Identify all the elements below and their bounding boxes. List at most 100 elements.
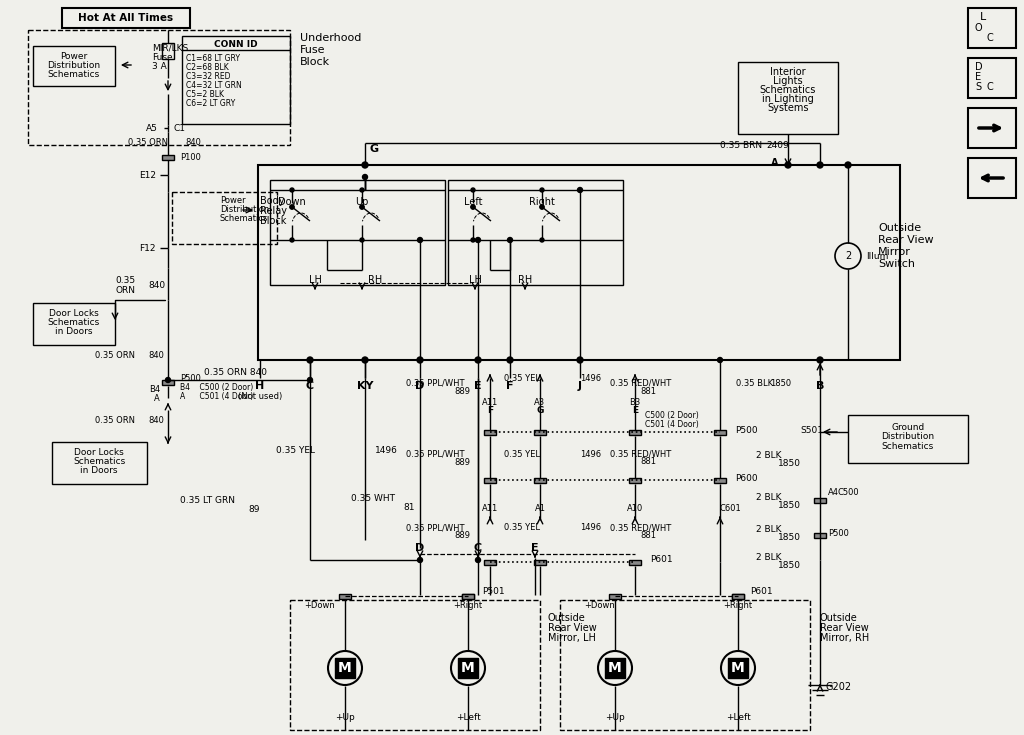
Text: Schematics: Schematics <box>73 456 125 465</box>
Bar <box>270 180 445 285</box>
Circle shape <box>417 357 423 363</box>
Bar <box>629 478 641 482</box>
Text: O: O <box>974 23 982 33</box>
Circle shape <box>360 205 364 209</box>
Text: in Doors: in Doors <box>55 326 93 335</box>
Bar <box>462 593 474 598</box>
Text: Outside: Outside <box>548 613 586 623</box>
Text: C: C <box>474 543 482 553</box>
Circle shape <box>418 237 423 243</box>
Text: 0.35 RED/WHT: 0.35 RED/WHT <box>610 379 672 387</box>
Text: in Doors: in Doors <box>80 465 118 475</box>
Circle shape <box>360 238 364 242</box>
Text: Mirror: Mirror <box>878 247 911 257</box>
Text: A: A <box>155 393 160 403</box>
Text: 1850: 1850 <box>770 379 792 387</box>
Bar <box>172 192 278 244</box>
Bar <box>162 43 174 59</box>
Text: C601: C601 <box>720 503 741 512</box>
Bar <box>62 8 190 28</box>
Bar <box>728 658 748 678</box>
Text: B4    C500 (2 Door): B4 C500 (2 Door) <box>180 382 253 392</box>
Text: 0.35 ORN 840: 0.35 ORN 840 <box>204 368 266 376</box>
Bar <box>28 30 290 145</box>
Text: 0.35 LT GRN: 0.35 LT GRN <box>180 495 234 504</box>
Bar <box>33 303 115 345</box>
Text: Left: Left <box>464 197 482 207</box>
Text: 889: 889 <box>454 387 470 395</box>
Text: 889: 889 <box>454 457 470 467</box>
Text: A1: A1 <box>535 503 546 512</box>
Text: 1850: 1850 <box>778 501 801 509</box>
Text: 81: 81 <box>403 503 415 512</box>
Text: A11: A11 <box>482 398 498 406</box>
Text: 0.35 WHT: 0.35 WHT <box>351 493 395 503</box>
Bar <box>449 180 623 285</box>
Text: Fuse: Fuse <box>300 45 326 55</box>
Text: 2 BLK: 2 BLK <box>756 553 781 562</box>
Text: L: L <box>980 12 986 22</box>
Text: S501: S501 <box>800 426 823 434</box>
Text: +Left: +Left <box>726 714 751 723</box>
Text: C: C <box>306 381 314 391</box>
Text: 0.35 RED/WHT: 0.35 RED/WHT <box>610 450 672 459</box>
Text: Down: Down <box>279 197 306 207</box>
Text: Schematics: Schematics <box>882 442 934 451</box>
Bar <box>738 62 838 134</box>
Bar <box>848 415 968 463</box>
Text: Hot At All Times: Hot At All Times <box>79 13 173 23</box>
Text: M: M <box>731 661 744 675</box>
Bar <box>462 593 474 598</box>
Circle shape <box>540 205 544 209</box>
Text: C5=2 BLK: C5=2 BLK <box>186 90 224 98</box>
Text: 2409: 2409 <box>766 140 788 149</box>
Text: 0.35 YEL: 0.35 YEL <box>276 445 315 454</box>
Bar <box>732 593 744 598</box>
Bar <box>968 158 1016 198</box>
Text: Distribution: Distribution <box>47 60 100 70</box>
Text: 0.35 RED/WHT: 0.35 RED/WHT <box>610 523 672 532</box>
Circle shape <box>718 357 723 362</box>
Text: Switch: Switch <box>878 259 915 269</box>
Text: C: C <box>987 33 993 43</box>
Text: C4=32 LT GRN: C4=32 LT GRN <box>186 81 242 90</box>
Text: Fuse: Fuse <box>152 52 173 62</box>
Text: Underhood: Underhood <box>300 33 361 43</box>
Text: 1850: 1850 <box>778 534 801 542</box>
Text: Outside: Outside <box>878 223 922 233</box>
Text: +Right: +Right <box>723 600 753 609</box>
Circle shape <box>290 205 294 209</box>
Circle shape <box>360 188 364 192</box>
Text: 1850: 1850 <box>778 562 801 570</box>
Circle shape <box>475 237 480 243</box>
Text: 0.35 BRN: 0.35 BRN <box>720 140 762 149</box>
Text: Distribution: Distribution <box>882 431 935 440</box>
Bar <box>560 600 810 730</box>
Text: D: D <box>416 381 425 391</box>
Bar <box>339 593 351 598</box>
Text: +Down: +Down <box>585 600 615 609</box>
Text: D: D <box>975 62 983 72</box>
Bar <box>968 8 1016 48</box>
Text: P601: P601 <box>650 556 673 564</box>
Text: Rear View: Rear View <box>820 623 868 633</box>
Text: 0.35 YEL: 0.35 YEL <box>504 450 540 459</box>
Text: Relay: Relay <box>260 206 287 216</box>
Bar <box>534 429 546 434</box>
Text: M: M <box>338 661 352 675</box>
Text: A10: A10 <box>627 503 643 512</box>
Text: 0.35 ORN: 0.35 ORN <box>95 415 135 425</box>
Circle shape <box>475 558 480 562</box>
Bar <box>484 478 496 482</box>
Circle shape <box>540 238 544 242</box>
Text: H: H <box>255 381 264 391</box>
Text: 0.35 ORN: 0.35 ORN <box>128 137 168 146</box>
Text: C6=2 LT GRY: C6=2 LT GRY <box>186 98 236 107</box>
Text: Outside: Outside <box>820 613 858 623</box>
Circle shape <box>785 162 791 168</box>
Bar <box>629 559 641 564</box>
Text: P500: P500 <box>828 528 849 537</box>
Text: E: E <box>531 543 539 553</box>
Text: 2 BLK: 2 BLK <box>756 526 781 534</box>
Text: 840: 840 <box>185 137 201 146</box>
